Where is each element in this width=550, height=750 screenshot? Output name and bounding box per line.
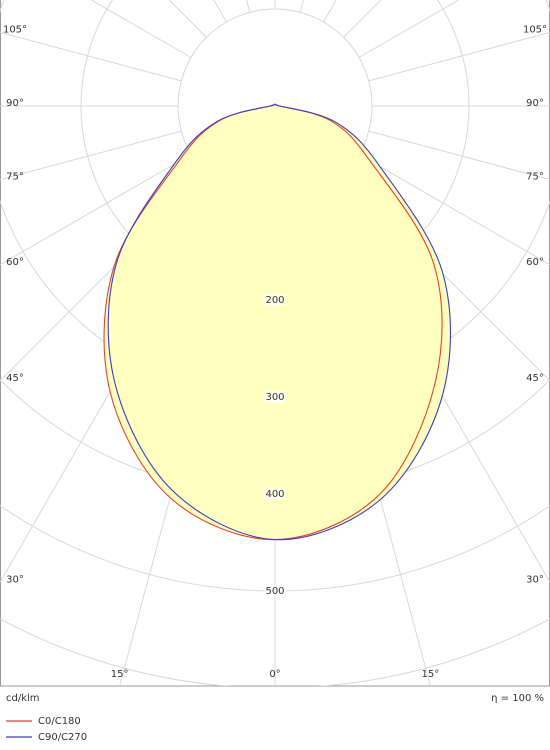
grid-ray (168, 0, 207, 38)
grid-ray (323, 0, 337, 23)
area-fill (108, 104, 451, 540)
grid-ray (343, 0, 382, 38)
r-label-bg (264, 585, 286, 597)
grid-ray (213, 0, 227, 23)
r-label-bg (264, 294, 286, 306)
angle-label: 90° (526, 98, 544, 109)
grid-ray (358, 0, 459, 58)
legend-label: C0/C180 (38, 716, 81, 727)
angle-label: 0° (269, 669, 280, 680)
r-label-bg (264, 391, 286, 403)
labels: 0° 15° 15° 30° 30° 45° 45° 60° 60° 75° 75° 90° 90° 10… (3, 24, 547, 680)
angle-label: 45° (526, 373, 544, 384)
angle-label: 75° (6, 172, 24, 183)
legend-label: C90/C270 (38, 732, 87, 743)
grid-ray (299, 0, 304, 13)
angle-label: 15° (422, 669, 440, 680)
grid-ray (368, 31, 550, 82)
r-label: 400 (265, 489, 284, 500)
angle-label: 30° (6, 574, 24, 585)
grid-ray (91, 0, 192, 58)
grid-ray (368, 130, 550, 181)
r-label: 200 (265, 295, 284, 306)
angle-label: 15° (111, 669, 129, 680)
grid-ray (246, 0, 251, 13)
angle-label: 45° (6, 373, 24, 384)
angle-label: 60° (6, 257, 24, 268)
angle-label: 75° (526, 172, 544, 183)
series-line (103, 103, 443, 541)
series-line (107, 103, 452, 541)
angle-label: 30° (526, 574, 544, 585)
r-label: 300 (265, 392, 284, 403)
grid-ray (0, 154, 192, 266)
efficiency-label: η = 100 % (491, 693, 544, 704)
legend: C0/C180 C90/C270 (6, 716, 87, 743)
angle-label: 60° (526, 257, 544, 268)
grid-ray (0, 130, 182, 181)
angle-label: 90° (6, 98, 24, 109)
angle-label: 105° (3, 24, 27, 35)
grid-ray (0, 31, 182, 82)
angle-label: 105° (523, 24, 547, 35)
unit-label: cd/klm (6, 693, 40, 704)
grid-ray (358, 154, 550, 266)
r-label-bg (264, 488, 286, 500)
r-label: 500 (265, 586, 284, 597)
curves (103, 103, 452, 541)
